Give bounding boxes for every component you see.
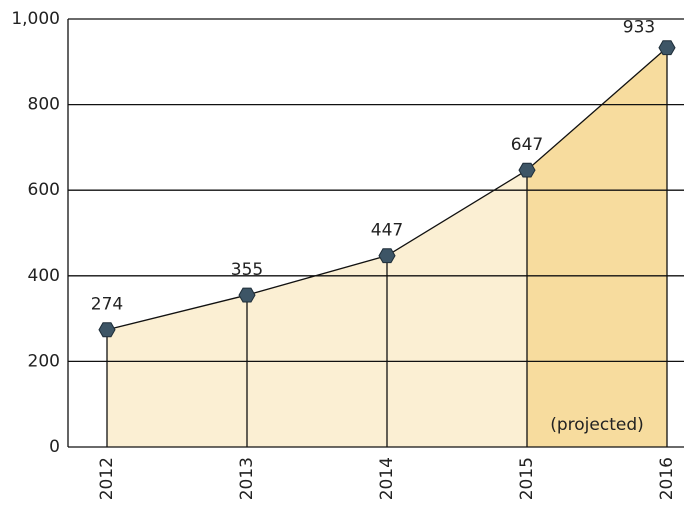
y-tick-label: 1,000 bbox=[11, 9, 60, 29]
x-tick-label: 2014 bbox=[377, 457, 397, 500]
marker bbox=[518, 162, 536, 178]
y-tick-label: 600 bbox=[28, 180, 60, 200]
data-label: 447 bbox=[371, 221, 403, 241]
y-tick-label: 400 bbox=[28, 266, 60, 286]
y-tick-label: 200 bbox=[28, 351, 60, 371]
marker bbox=[238, 287, 256, 303]
projected-area bbox=[527, 47, 667, 448]
y-tick-label: 800 bbox=[28, 95, 60, 115]
y-tick-label: 0 bbox=[49, 437, 60, 457]
x-tick-label: 2013 bbox=[237, 457, 257, 500]
marker bbox=[98, 322, 116, 338]
x-tick-label: 2012 bbox=[97, 457, 117, 500]
x-tick-label: 2015 bbox=[517, 457, 537, 500]
data-label: 274 bbox=[91, 295, 123, 315]
marker bbox=[658, 40, 676, 56]
x-tick-label: 2016 bbox=[657, 457, 677, 500]
data-label: 355 bbox=[231, 260, 263, 280]
data-label: 647 bbox=[511, 135, 543, 155]
marker bbox=[378, 248, 396, 264]
annotation: (projected) bbox=[550, 415, 644, 435]
data-label: 933 bbox=[623, 18, 655, 38]
